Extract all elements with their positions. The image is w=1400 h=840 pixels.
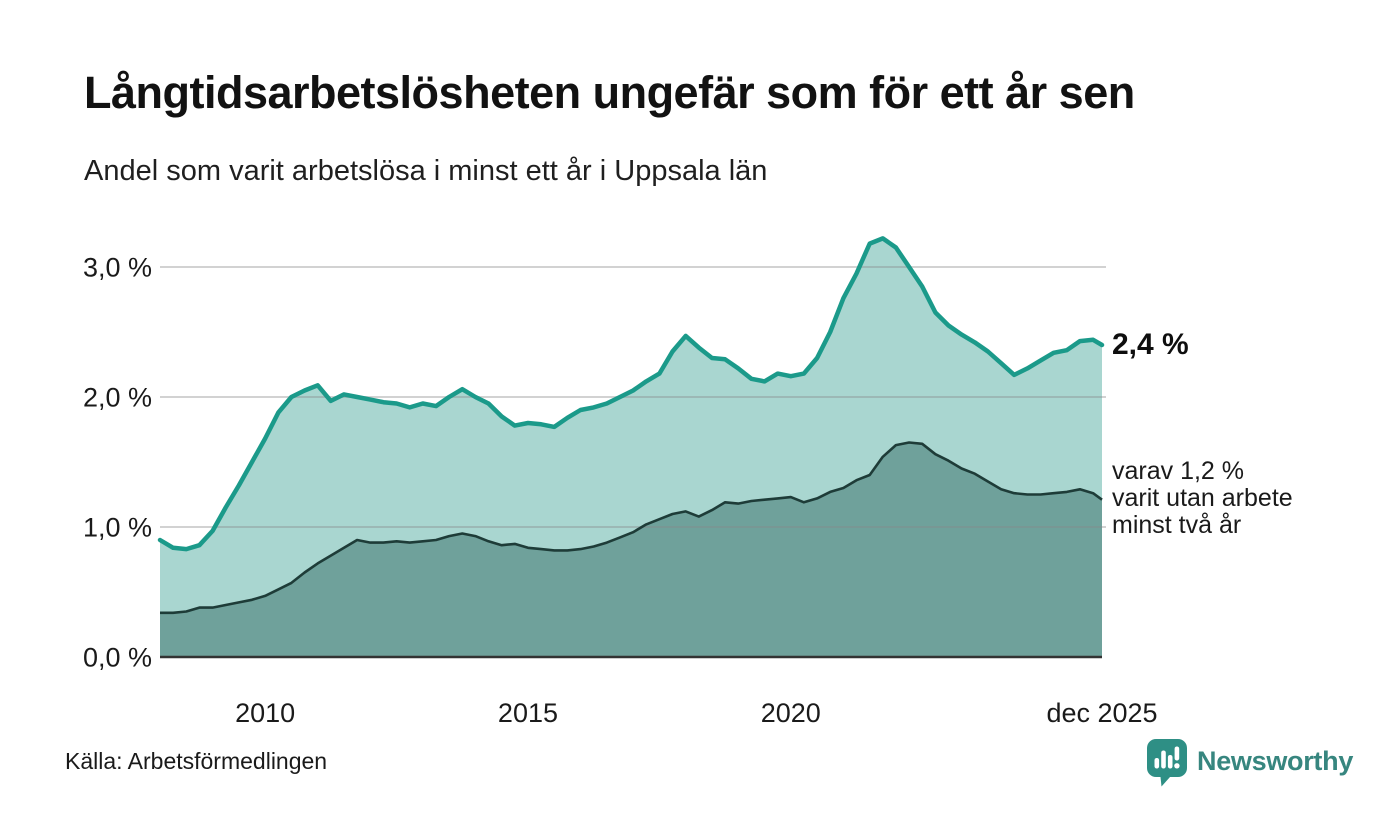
newsworthy-logo: Newsworthy bbox=[1146, 738, 1353, 790]
newsworthy-logo-icon bbox=[1147, 739, 1187, 787]
chart-title: Långtidsarbetslösheten ungefär som för e… bbox=[84, 67, 1135, 118]
area-fill-min-two-years bbox=[160, 442, 1102, 657]
subset-value-label: varav 1,2 % varit utan arbete minst två … bbox=[1112, 457, 1293, 539]
latest-value-label: 2,4 % bbox=[1112, 328, 1189, 361]
chart-subtitle: Andel som varit arbetslösa i minst ett å… bbox=[84, 155, 768, 187]
unemployment-area-chart: 3,0 % 2,0 % 1,0 % 0,0 % 2010 2015 2020 dec 2025 bbox=[83, 236, 1158, 728]
y-axis-tick-label: 0,0 % bbox=[83, 643, 152, 673]
x-axis-tick-label: 2015 bbox=[498, 698, 558, 728]
y-axis-tick-label: 1,0 % bbox=[83, 513, 152, 543]
newsworthy-logo-text: Newsworthy bbox=[1197, 746, 1354, 776]
x-axis-tick-label: dec 2025 bbox=[1046, 698, 1157, 728]
line-min-one-year bbox=[157, 236, 1105, 552]
bar-chart-glyph bbox=[1154, 746, 1180, 769]
source-attribution: Källa: Arbetsförmedlingen bbox=[65, 748, 328, 774]
line-min-two-years bbox=[160, 441, 1103, 615]
x-axis-tick-label: 2020 bbox=[761, 698, 821, 728]
y-axis-tick-label: 3,0 % bbox=[83, 253, 152, 283]
x-axis-tick-label: 2010 bbox=[235, 698, 295, 728]
y-axis-tick-label: 2,0 % bbox=[83, 383, 152, 413]
